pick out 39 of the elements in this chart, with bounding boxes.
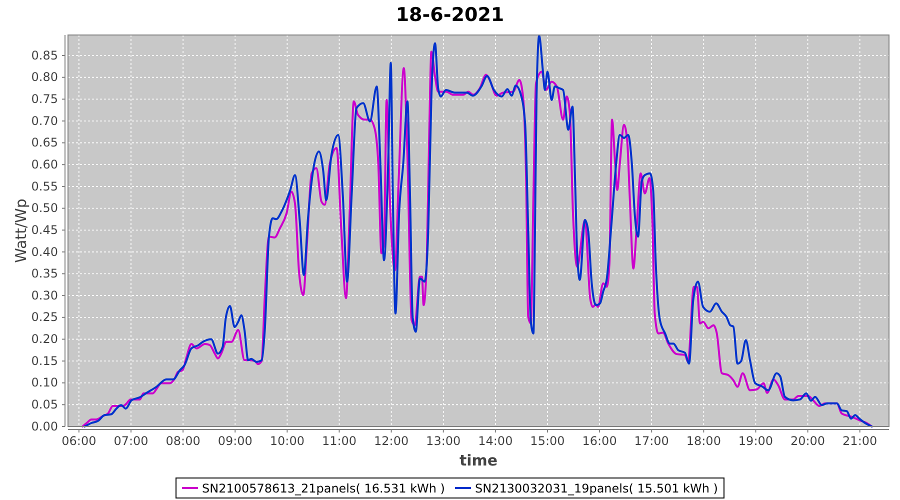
x-tick-label: 14:00	[478, 434, 513, 448]
y-tick-label: 0.25	[31, 310, 58, 324]
x-tick-label: 07:00	[114, 434, 148, 448]
x-tick-label: 10:00	[270, 434, 304, 448]
y-tick-label: 0.60	[31, 157, 58, 172]
y-tick-label: 0.50	[31, 201, 58, 216]
x-tick-label: 11:00	[322, 434, 357, 448]
x-tick-label: 21:00	[842, 434, 878, 448]
y-tick-label: 0.85	[31, 48, 58, 62]
y-tick-label: 0.55	[31, 179, 58, 194]
x-tick-label: 06:00	[62, 434, 96, 448]
x-axis-title: time	[459, 452, 498, 470]
y-tick-label: 0.30	[31, 288, 58, 302]
x-tick-label: 12:00	[374, 434, 409, 448]
y-tick-label: 0.40	[31, 244, 58, 259]
x-tick-label: 17:00	[634, 434, 669, 448]
x-tick-label: 18:00	[686, 434, 721, 448]
y-tick-label: 0.15	[31, 354, 58, 368]
legend-label: SN2100578613_21panels( 16.531 kWh )	[202, 482, 445, 496]
x-tick-label: 20:00	[790, 434, 826, 448]
y-tick-label: 0.20	[31, 332, 58, 346]
x-tick-label: 16:00	[582, 434, 617, 448]
y-tick-label: 0.65	[31, 136, 58, 150]
y-tick-label: 0.45	[31, 222, 58, 237]
y-tick-label: 0.80	[31, 70, 58, 84]
y-tick-label: 0.10	[31, 376, 58, 390]
y-tick-label: 0.00	[31, 419, 58, 434]
y-tick-label: 0.70	[31, 114, 58, 128]
y-tick-label: 0.75	[31, 92, 58, 106]
x-tick-label: 09:00	[218, 434, 252, 448]
x-tick-label: 13:00	[426, 434, 461, 448]
y-tick-label: 0.35	[31, 266, 58, 281]
chart-title: 18-6-2021	[396, 4, 504, 26]
y-tick-label: 0.05	[31, 398, 58, 412]
x-tick-label: 08:00	[166, 434, 200, 448]
legend-label: SN2130032031_19panels( 15.501 kWh )	[475, 482, 718, 496]
x-tick-label: 15:00	[530, 434, 565, 448]
y-axis-title: Watt/Wp	[12, 198, 30, 263]
x-tick-label: 19:00	[738, 434, 774, 448]
